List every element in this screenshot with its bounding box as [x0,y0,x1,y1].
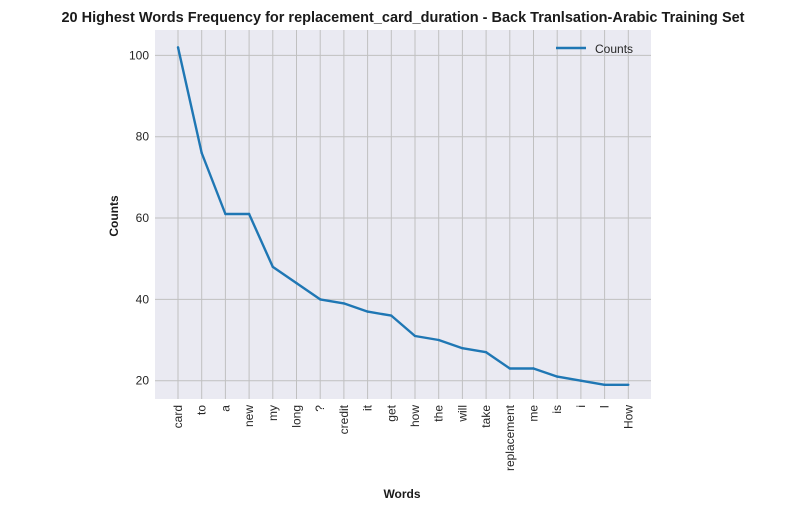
data-point [366,310,369,313]
x-tick-label: card [171,405,185,428]
data-point [319,298,322,301]
x-tick-label: to [195,405,209,415]
data-point [176,46,180,49]
x-tick-label: get [384,404,398,421]
y-axis-label: Counts [107,195,121,237]
data-point [271,265,274,269]
data-point [413,334,417,338]
series-line-counts [176,47,629,386]
x-tick-label: will [455,405,469,423]
x-tick-label: I [598,405,612,408]
data-point [224,212,227,216]
x-tick-label: my [266,405,280,421]
x-tick-label: is [550,405,564,414]
x-tick-label: me [527,405,541,422]
chart-title: 20 Highest Words Frequency for replaceme… [61,10,744,26]
y-tick-label: 20 [136,374,150,388]
x-tick-label: it [361,404,375,411]
x-tick-label: how [408,405,422,427]
data-point [603,383,606,386]
data-point [461,346,464,350]
data-point [200,151,203,155]
y-tick-labels: 20 40 60 80 100 [129,48,149,387]
y-tick-label: 40 [136,292,150,306]
data-point [295,281,298,285]
data-point [579,379,583,382]
x-tick-label: i [574,405,588,408]
x-tick-label: replacement [503,404,517,471]
x-tick-label: the [432,405,446,422]
data-points [176,46,630,386]
grid [155,30,651,399]
x-tick-label: long [290,405,304,428]
data-point [532,367,535,370]
data-point [627,383,630,386]
y-tick-label: 60 [136,211,150,225]
data-point [508,367,511,370]
x-tick-labels: card to a new my long? credit it get how the will ta… [171,404,635,471]
x-axis-label: Words [383,487,420,501]
x-tick-label: credit [337,404,351,434]
x-tick-label: ? [313,405,327,412]
y-tick-label: 100 [129,48,149,62]
y-tick-label: 80 [136,130,150,144]
data-point [437,338,440,342]
legend: Counts [556,42,633,56]
x-tick-label: a [218,405,232,412]
data-point [484,351,488,354]
data-point [390,314,393,317]
legend-label: Counts [595,42,633,56]
data-point [342,302,346,305]
x-tick-label: new [242,405,256,427]
data-point [247,212,251,216]
x-tick-label: How [621,405,635,429]
x-tick-label: take [479,405,493,428]
data-point [556,375,559,378]
